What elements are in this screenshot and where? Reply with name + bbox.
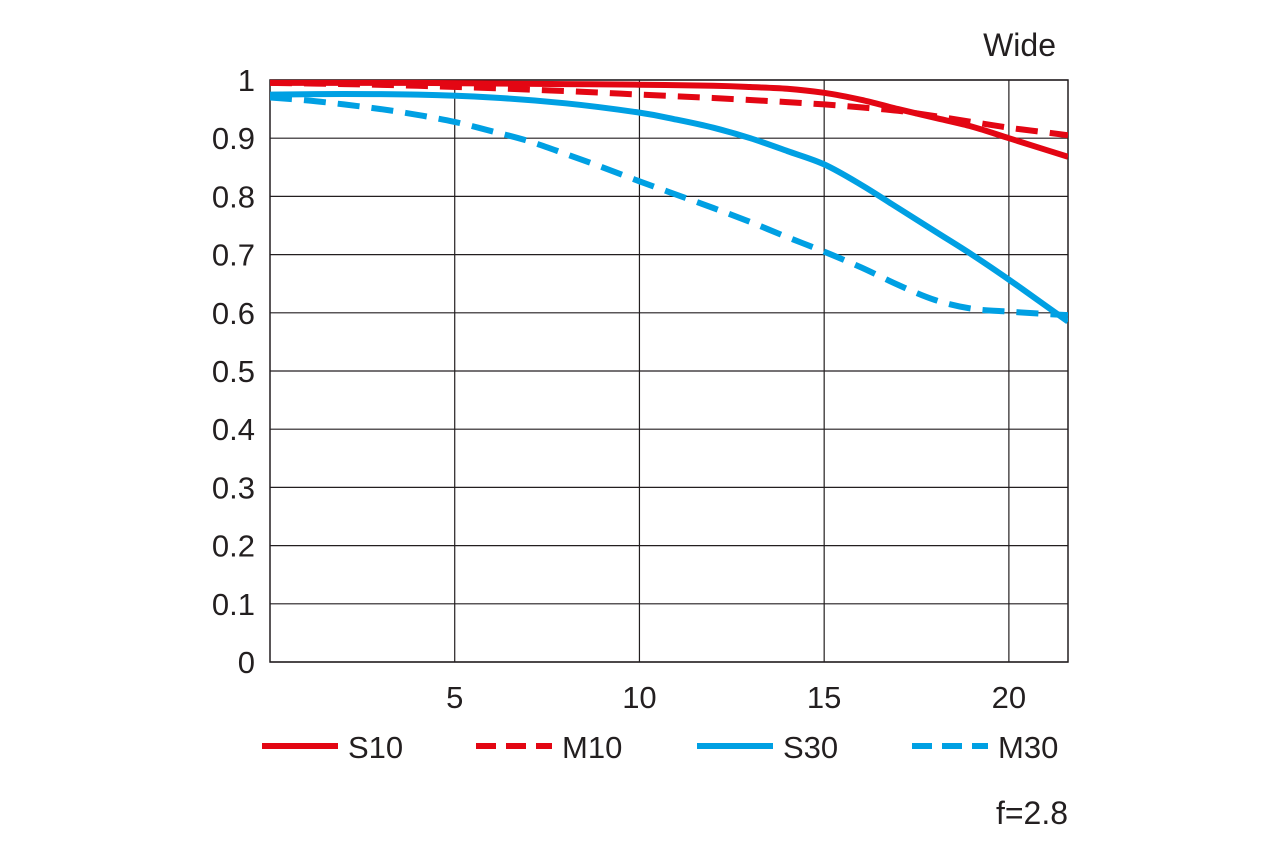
x-tick-label: 5 [446,680,463,715]
y-tick-label: 0.1 [212,587,255,622]
x-tick-label: 20 [992,680,1026,715]
x-tick-label: 15 [807,680,841,715]
y-tick-label: 0.4 [212,412,255,447]
series-line-s10 [270,79,1068,160]
x-tick-label: 10 [622,680,656,715]
y-tick-label: 0.9 [212,121,255,156]
chart-title: Wide [983,27,1056,63]
plot-frame [269,79,1069,663]
y-tick-label: 0.3 [212,470,255,505]
chart-footnote: f=2.8 [996,795,1068,831]
series-group [270,79,1068,324]
legend-label-s10: S10 [348,730,403,765]
legend-label-m30: M30 [998,730,1058,765]
y-tick-label: 0 [238,645,255,680]
y-tick-label: 0.7 [212,238,255,273]
grid-group [269,79,1069,663]
y-tick-label: 0.6 [212,296,255,331]
series-line-m10 [270,79,1068,139]
y-tick-label: 0.2 [212,529,255,564]
y-tick-label: 1 [238,63,255,98]
legend-label-m10: M10 [562,730,622,765]
y-tick-label: 0.8 [212,179,255,214]
series-line-m30 [270,94,1068,319]
series-line-s30 [270,90,1068,324]
y-tick-label: 0.5 [212,354,255,389]
legend-label-s30: S30 [783,730,838,765]
